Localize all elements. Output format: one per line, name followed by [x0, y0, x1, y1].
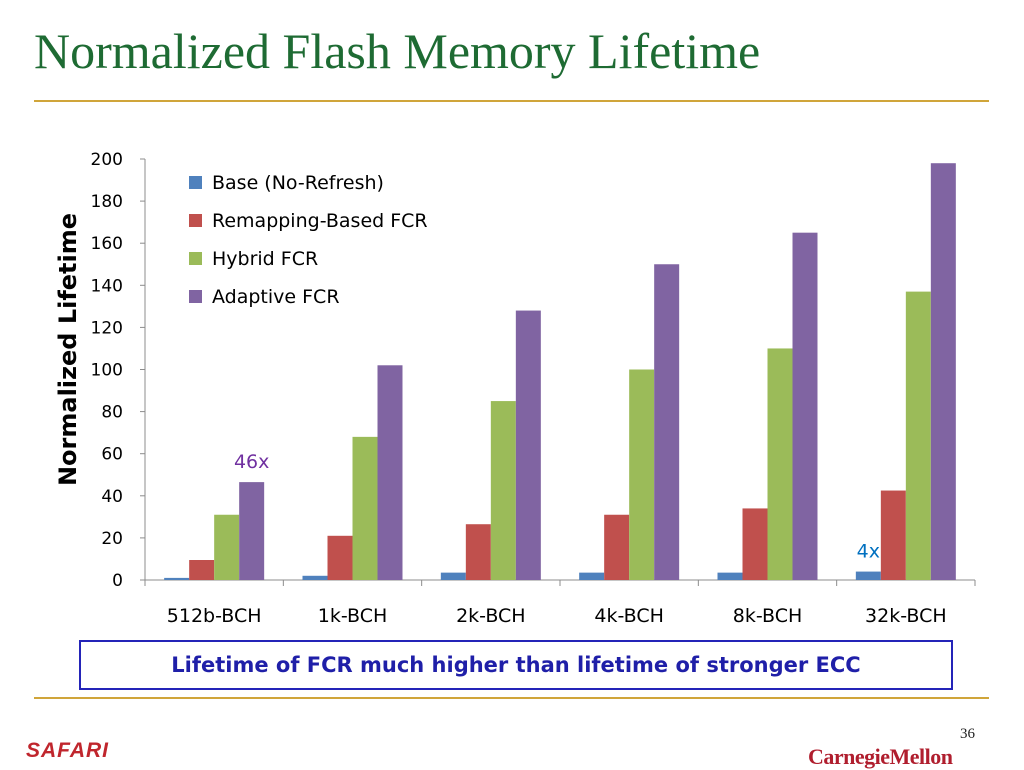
slide-title: Normalized Flash Memory Lifetime	[34, 23, 761, 79]
legend-label: Remapping-Based FCR	[212, 210, 428, 232]
y-tick-label: 40	[101, 487, 123, 507]
carnegie-mellon-logo: CarnegieMellon	[808, 744, 953, 769]
footer-divider	[34, 697, 989, 699]
y-axis-title: Normalized Lifetime	[54, 213, 82, 486]
bar	[930, 163, 956, 580]
bar	[327, 535, 353, 580]
y-tick-label: 160	[91, 234, 123, 254]
bar-annotation: 4x	[857, 541, 880, 563]
x-tick-label: 1k-BCH	[318, 605, 388, 627]
x-tick-label: 8k-BCH	[733, 605, 803, 627]
x-tick-label: 32k-BCH	[865, 605, 947, 627]
bar	[490, 401, 516, 580]
y-tick-label: 60	[101, 445, 123, 465]
bar	[352, 436, 378, 580]
bar	[905, 291, 931, 580]
y-tick-label: 0	[112, 571, 123, 591]
bar	[440, 572, 466, 580]
x-tick-label: 4k-BCH	[594, 605, 664, 627]
bar	[767, 348, 793, 580]
safari-logo: SAFARI	[26, 739, 110, 762]
bar	[579, 572, 605, 580]
y-tick-label: 180	[91, 192, 123, 212]
bar-annotation: 46x	[234, 451, 269, 473]
bar	[792, 232, 818, 581]
legend-swatch	[189, 290, 202, 303]
bar	[629, 369, 655, 580]
bar	[880, 490, 906, 580]
legend-label: Hybrid FCR	[212, 248, 318, 270]
bar	[302, 575, 328, 580]
bar	[717, 572, 743, 580]
legend-swatch	[189, 176, 202, 189]
x-tick-label: 512b-BCH	[167, 605, 262, 627]
x-tick-label: 2k-BCH	[456, 605, 526, 627]
y-tick-label: 100	[91, 361, 123, 381]
bar	[654, 264, 680, 580]
takeaway-callout: Lifetime of FCR much higher than lifetim…	[79, 640, 953, 690]
bar	[855, 571, 881, 580]
y-tick-label: 80	[101, 403, 123, 423]
legend-label: Base (No-Refresh)	[212, 172, 384, 194]
bar	[239, 482, 265, 580]
bar	[377, 365, 403, 580]
lifetime-bar-chart: 0 20 40 60 80 100 120 140 160 180 200 512b-BCH 1k-BC…	[54, 150, 976, 627]
bar	[465, 524, 491, 580]
bar	[164, 577, 190, 580]
legend-swatch	[189, 214, 202, 227]
y-tick-label: 20	[101, 529, 123, 549]
y-tick-label: 140	[91, 276, 123, 296]
bar	[742, 508, 768, 580]
legend-swatch	[189, 252, 202, 265]
page-number: 36	[960, 726, 975, 742]
y-tick-label: 120	[91, 318, 123, 338]
bar	[214, 514, 240, 580]
y-tick-label: 200	[91, 150, 123, 170]
bar	[604, 514, 630, 580]
legend-label: Adaptive FCR	[212, 286, 340, 308]
bar	[189, 560, 215, 580]
title-divider	[34, 100, 989, 102]
bar	[515, 310, 541, 580]
